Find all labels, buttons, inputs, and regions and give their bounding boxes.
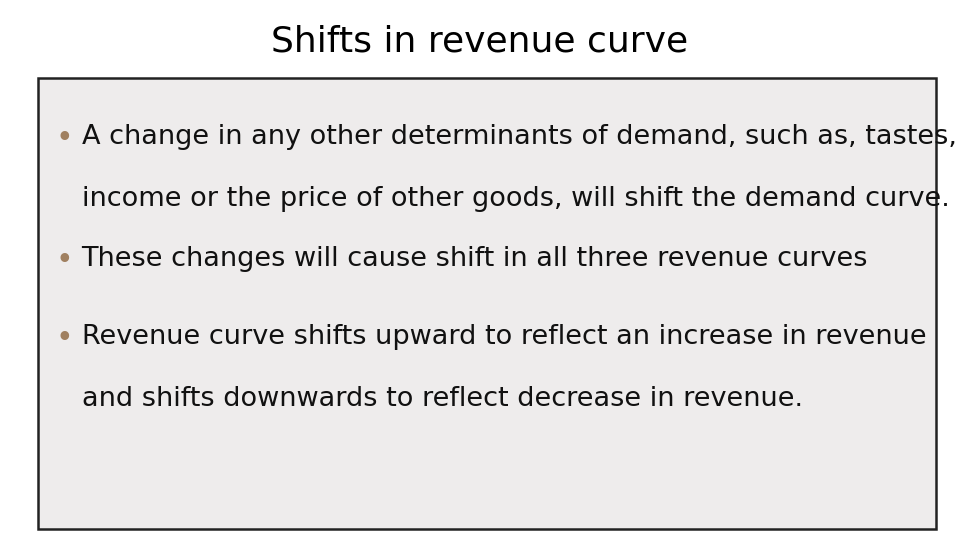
Text: Revenue curve shifts upward to reflect an increase in revenue: Revenue curve shifts upward to reflect a… [82, 324, 926, 350]
Text: •: • [56, 246, 73, 275]
Text: A change in any other determinants of demand, such as, tastes,: A change in any other determinants of de… [82, 124, 956, 150]
Text: •: • [56, 124, 73, 153]
Text: •: • [56, 324, 73, 353]
FancyBboxPatch shape [38, 78, 936, 529]
Text: These changes will cause shift in all three revenue curves: These changes will cause shift in all th… [82, 246, 868, 272]
Text: income or the price of other goods, will shift the demand curve.: income or the price of other goods, will… [82, 186, 949, 212]
Text: and shifts downwards to reflect decrease in revenue.: and shifts downwards to reflect decrease… [82, 386, 803, 412]
Text: Shifts in revenue curve: Shifts in revenue curve [272, 24, 688, 58]
